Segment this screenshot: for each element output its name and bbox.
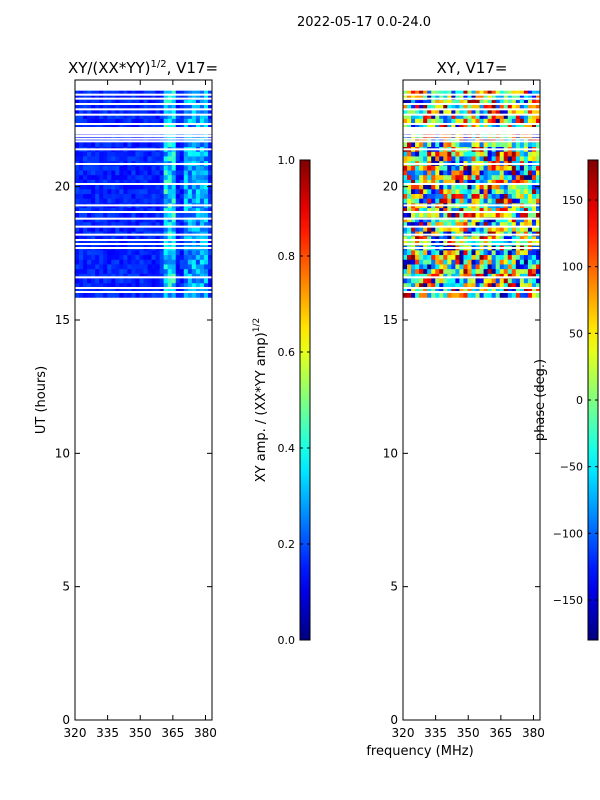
y-tick-label: 15 [55,313,70,327]
phase-panel: XY, V17= 320 335 350 365 380 0 5 10 15 20 freque… [366,59,545,759]
amplitude-colorbar: 0.0 0.2 0.4 0.6 0.8 1.0 XY amp. / (XX*YY amp)… [252,154,311,647]
amplitude-data-gaps [75,93,212,293]
phase-y-axis: 0 5 10 15 20 [383,180,540,727]
colorbar-tick-label: −50 [560,461,583,474]
colorbar-tick-label: 0.6 [278,346,296,359]
colorbar-tick-label: 150 [562,194,583,207]
x-axis-label: frequency (MHz) [366,744,473,759]
colorbar-tick-label: 0.0 [278,634,296,647]
amplitude-colorbar-label: XY amp. / (XX*YY amp)1/2 [252,318,269,482]
phase-plot-frame [402,79,541,721]
y-tick-label: 15 [383,313,398,327]
phase-colorbar-gradient [588,160,598,640]
colorbar-tick-label: 50 [569,327,583,340]
amplitude-panel: XY/(XX*YY)1/2, V17= 320 335 350 365 380 0 5 10… [34,59,218,740]
y-tick-label: 10 [55,446,70,460]
y-tick-label: 5 [62,580,70,594]
phase-heatmap [403,90,541,298]
figure-suptitle: 2022-05-17 0.0-24.0 [297,15,431,30]
x-tick-label: 335 [424,726,447,740]
y-tick-label: 10 [383,446,398,460]
phase-panel-title: XY, V17= [437,59,508,77]
colorbar-tick-label: −100 [553,527,583,540]
phase-data-gaps [403,93,540,293]
x-tick-label: 380 [194,726,217,740]
x-tick-label: 320 [392,726,415,740]
colorbar-tick-label: 0 [576,394,583,407]
colorbar-tick-label: 0.2 [278,538,296,551]
x-tick-label: 335 [96,726,119,740]
amplitude-x-axis: 320 335 350 365 380 [64,80,217,740]
amplitude-plot-frame [74,79,213,721]
x-tick-label: 365 [489,726,512,740]
x-tick-label: 320 [64,726,87,740]
y-axis-label: UT (hours) [34,366,49,434]
colorbar-tick-label: 1.0 [278,154,296,167]
y-tick-label: 0 [390,713,398,727]
colorbar-tick-label: 100 [562,261,583,274]
phase-colorbar: 150 100 50 0 −50 −100 −150 phase (deg.) [533,159,599,641]
y-tick-label: 20 [55,180,70,194]
y-tick-label: 20 [383,180,398,194]
x-tick-label: 380 [522,726,545,740]
amplitude-panel-title: XY/(XX*YY)1/2, V17= [68,59,218,77]
phase-x-axis: 320 335 350 365 380 [392,80,545,740]
amplitude-heatmap [75,90,213,298]
amplitude-y-axis: 0 5 10 15 20 [55,180,212,727]
amplitude-colorbar-gradient [300,160,310,640]
colorbar-tick-label: 0.4 [278,442,296,455]
x-tick-label: 350 [129,726,152,740]
x-tick-label: 350 [457,726,480,740]
phase-colorbar-label: phase (deg.) [533,359,548,441]
y-tick-label: 0 [62,713,70,727]
colorbar-tick-label: 0.8 [278,250,296,263]
y-tick-label: 5 [390,580,398,594]
colorbar-tick-label: −150 [553,594,583,607]
x-tick-label: 365 [161,726,184,740]
